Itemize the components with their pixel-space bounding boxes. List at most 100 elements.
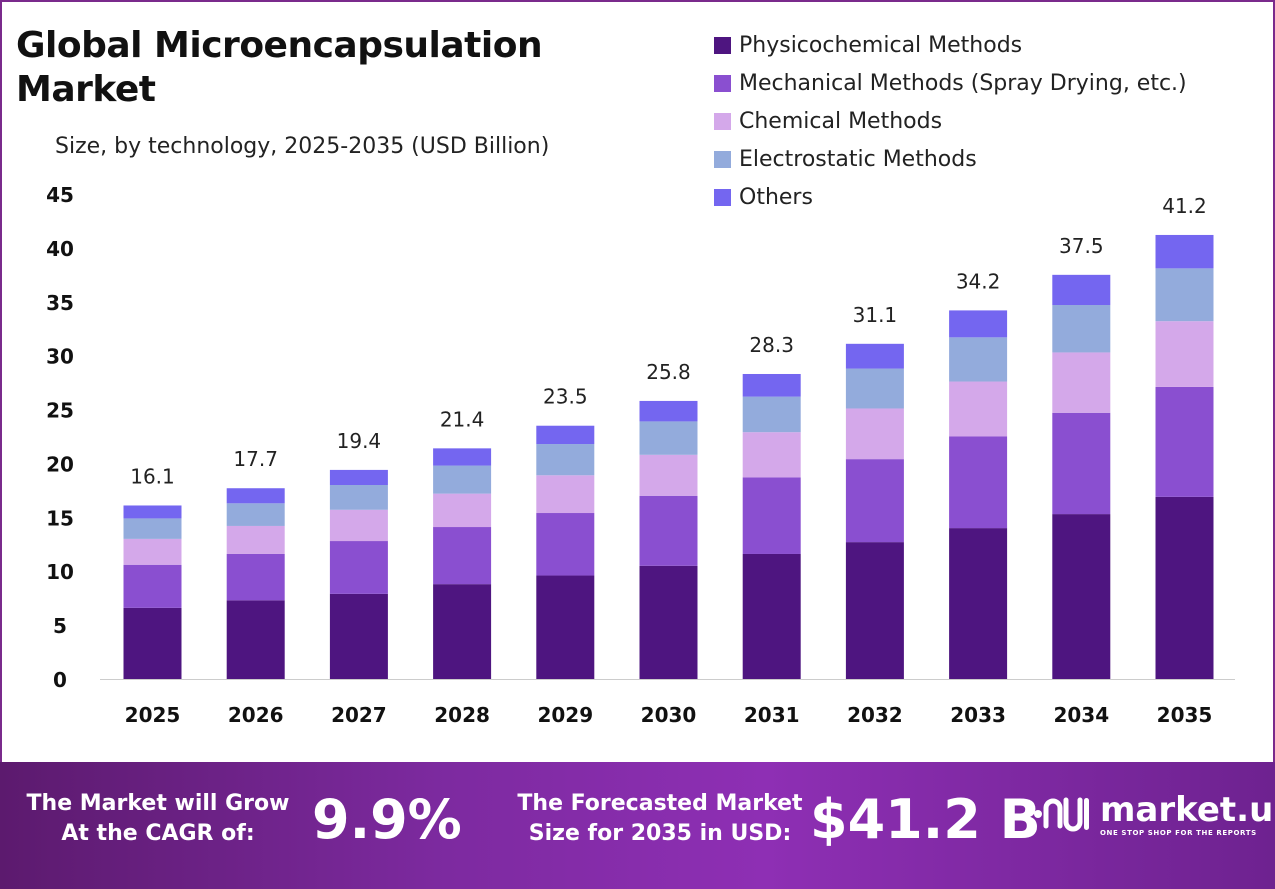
bar-segment <box>433 465 492 494</box>
bar-segment <box>536 575 595 679</box>
chart-title: Global Microencapsulation Market <box>16 25 543 110</box>
bar-segment <box>226 553 285 601</box>
forecast-value: $41.2 B <box>810 788 1041 851</box>
bar-total-label: 31.1 <box>853 303 898 327</box>
y-tick-label: 10 <box>46 560 74 584</box>
bar-segment <box>1052 305 1111 353</box>
bar-total-label: 28.3 <box>749 333 794 357</box>
bar-total-label: 16.1 <box>130 464 175 488</box>
legend-swatch <box>714 112 731 130</box>
legend-label: Electrostatic Methods <box>739 146 977 172</box>
bar-segment <box>329 469 388 485</box>
bar-segment <box>742 477 801 554</box>
bar-segment <box>845 459 904 543</box>
bar-segment <box>639 565 698 679</box>
bar-segment <box>845 408 904 460</box>
brand-tagline: ONE STOP SHOP FOR THE REPORTS <box>1100 829 1257 837</box>
bar-segment <box>433 584 492 679</box>
bar-segment <box>1155 234 1214 269</box>
forecast-label: The Forecasted Market Size for 2035 in U… <box>502 789 818 849</box>
cagr-label-line1: The Market will Grow <box>26 791 290 816</box>
cagr-label: The Market will Grow At the CAGR of: <box>16 789 300 849</box>
legend-item-mechanical: Mechanical Methods (Spray Drying, etc.) <box>714 64 1187 102</box>
bar-segment <box>742 396 801 433</box>
legend-label: Chemical Methods <box>739 108 943 134</box>
cagr-value: 9.9% <box>312 788 462 851</box>
x-tick-label: 2030 <box>641 703 697 727</box>
bar-segment <box>949 337 1008 382</box>
bar-segment <box>639 421 698 455</box>
market-us-logo-icon <box>1034 797 1089 832</box>
bar-segment <box>226 600 285 679</box>
bar-segment <box>1052 352 1111 413</box>
bar-segment <box>949 381 1008 437</box>
bar-total-label: 17.7 <box>233 447 278 471</box>
bar-segment <box>949 436 1008 529</box>
bar-total-label: 34.2 <box>956 269 1001 293</box>
bar-segment <box>742 432 801 478</box>
bar-total-label: 37.5 <box>1059 234 1104 258</box>
y-tick-label: 5 <box>53 614 67 638</box>
bar-segment <box>639 495 698 566</box>
legend-item-electrostatic: Electrostatic Methods <box>714 140 1187 178</box>
x-tick-label: 2034 <box>1053 703 1109 727</box>
forecast-label-line1: The Forecasted Market <box>517 791 803 816</box>
bar-segment <box>536 513 595 576</box>
x-tick-label: 2026 <box>228 703 284 727</box>
legend-swatch <box>714 74 731 92</box>
bar-segment <box>226 488 285 504</box>
bar-segment <box>949 310 1008 338</box>
bar-total-label: 21.4 <box>440 407 485 431</box>
bar-segment <box>226 503 285 526</box>
legend-label: Physicochemical Methods <box>739 32 1023 58</box>
legend-item-physicochemical: Physicochemical Methods <box>714 26 1187 64</box>
bar-segment <box>329 485 388 510</box>
bar-segment <box>536 444 595 476</box>
bar-total-label: 19.4 <box>337 429 382 453</box>
stacked-bar-chart: 05101520253035404516.1202517.7202619.420… <box>46 183 1235 727</box>
y-tick-label: 35 <box>46 291 74 315</box>
bar-segment <box>329 541 388 594</box>
bar-segment <box>433 493 492 528</box>
x-tick-label: 2025 <box>125 703 181 727</box>
bar-segment <box>845 542 904 679</box>
bar-segment <box>329 593 388 679</box>
x-tick-label: 2028 <box>434 703 490 727</box>
legend-item-chemical: Chemical Methods <box>714 102 1187 140</box>
brand-name: market.us <box>1100 790 1275 830</box>
bar-segment <box>1052 514 1111 679</box>
bar-total-label: 41.2 <box>1162 194 1207 218</box>
forecast-label-line2: Size for 2035 in USD: <box>528 821 792 846</box>
bar-segment <box>123 607 182 679</box>
cagr-label-line2: At the CAGR of: <box>61 821 255 846</box>
x-tick-label: 2029 <box>537 703 593 727</box>
x-tick-label: 2031 <box>744 703 800 727</box>
x-tick-label: 2033 <box>950 703 1006 727</box>
bar-segment <box>742 373 801 397</box>
bar-segment <box>123 538 182 565</box>
x-tick-label: 2032 <box>847 703 903 727</box>
y-tick-label: 0 <box>53 668 67 692</box>
legend-item-others: Others <box>714 178 1187 216</box>
bar-segment <box>329 509 388 542</box>
y-tick-label: 30 <box>46 345 74 369</box>
bar-total-label: 25.8 <box>646 360 691 384</box>
bar-segment <box>1155 386 1214 497</box>
bar-segment <box>1155 496 1214 679</box>
chart-subtitle: Size, by technology, 2025-2035 (USD Bill… <box>55 134 550 159</box>
legend-label: Mechanical Methods (Spray Drying, etc.) <box>739 70 1187 96</box>
bar-segment <box>639 454 698 496</box>
x-tick-label: 2027 <box>331 703 387 727</box>
bar-segment <box>536 475 595 514</box>
y-tick-label: 20 <box>46 452 74 476</box>
bar-segment <box>1155 321 1214 387</box>
bar-segment <box>123 505 182 519</box>
brand-text: market.us ONE STOP SHOP FOR THE REPORTS <box>1100 793 1275 837</box>
bar-segment <box>845 343 904 369</box>
legend-swatch <box>714 36 731 54</box>
bar-segment <box>1052 412 1111 515</box>
brand-logo: market.us ONE STOP SHOP FOR THE REPORTS <box>1032 792 1275 838</box>
y-tick-label: 15 <box>46 506 74 530</box>
bar-segment <box>742 553 801 679</box>
